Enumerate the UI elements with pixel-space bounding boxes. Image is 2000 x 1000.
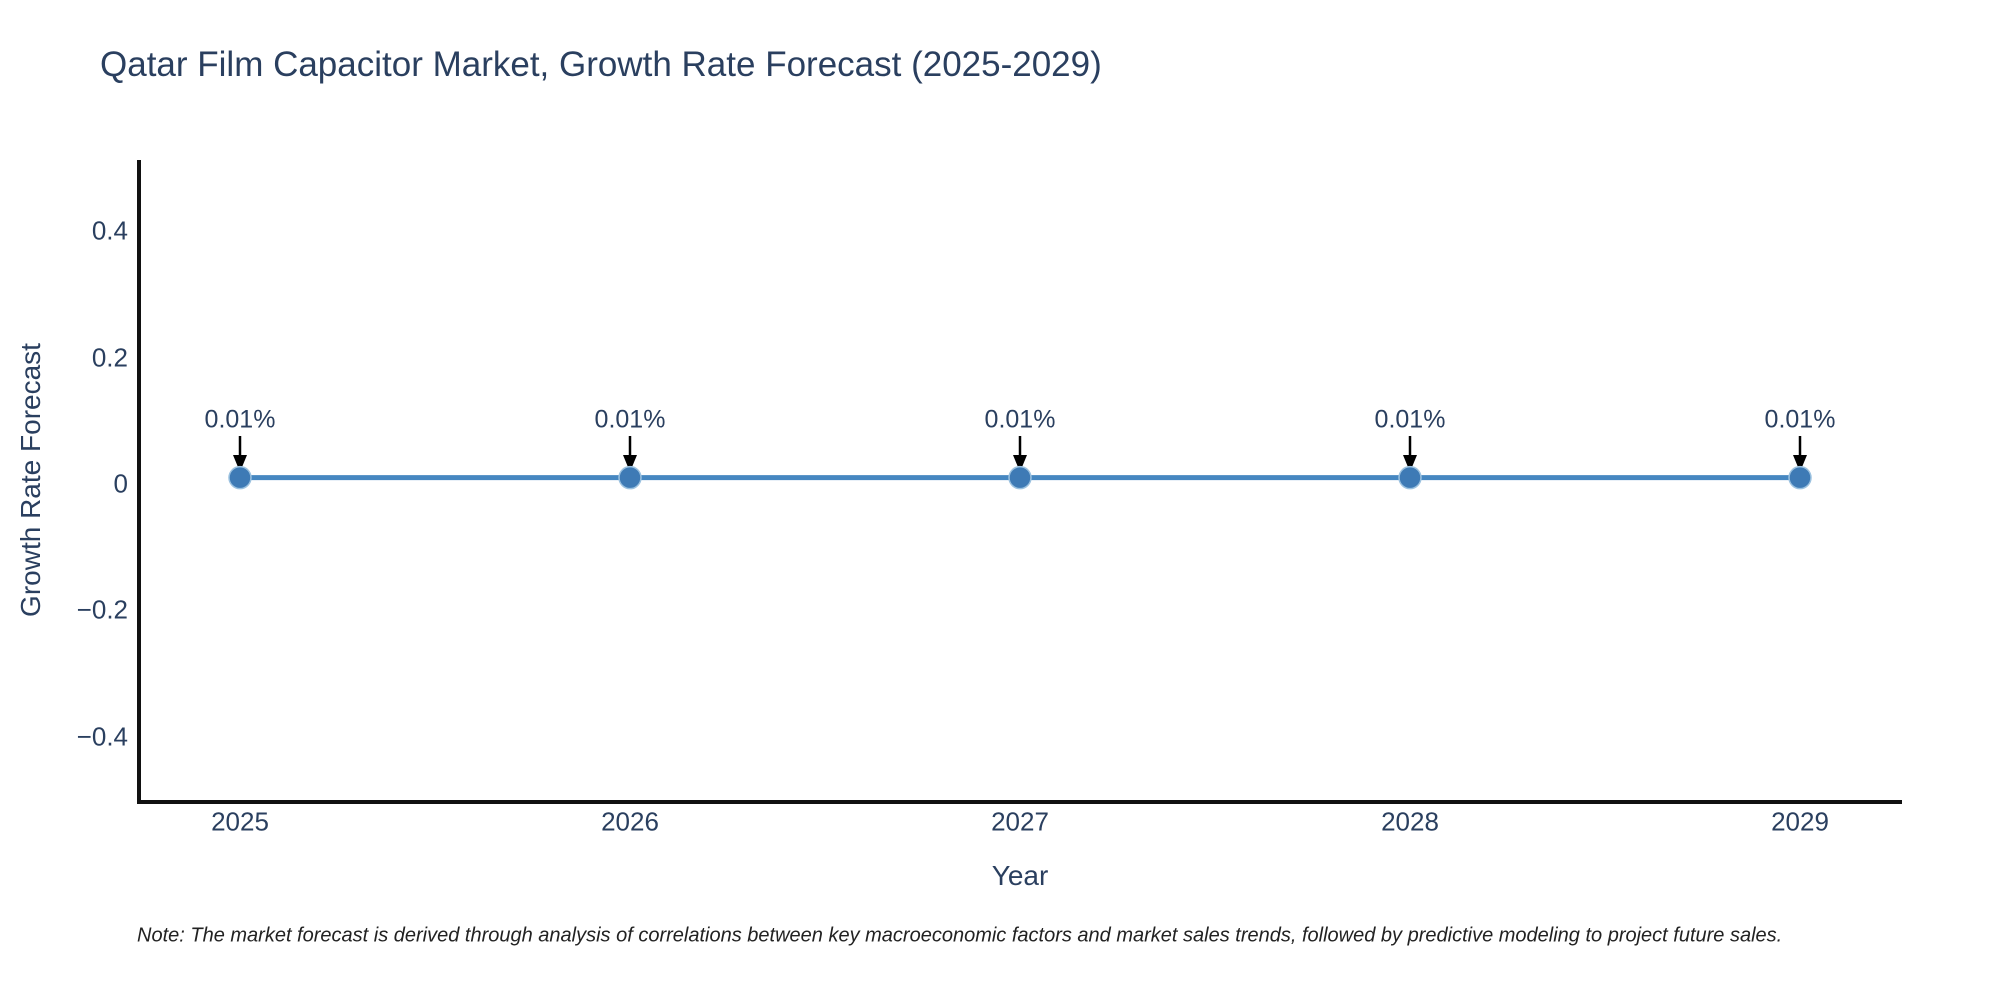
x-axis-title: Year [991,860,1049,891]
data-point-marker [1788,465,1812,490]
x-tick-label: 2026 [601,806,659,837]
annotation-arrowhead-icon [623,455,637,472]
annotation-arrowhead-icon [1013,455,1027,472]
data-point-marker [1398,465,1422,490]
point-annotation-label: 0.01% [1374,405,1446,434]
footnote: Note: The market forecast is derived thr… [137,924,1783,947]
y-tick-label: 0.2 [91,342,128,373]
y-axis-title: Growth Rate Forecast [15,343,46,617]
data-point-marker [228,465,252,490]
x-tick-label: 2029 [1771,806,1829,837]
y-tick-label: −0.4 [76,721,128,752]
x-tick-label: 2025 [211,806,269,837]
x-tick-label: 2027 [991,806,1049,837]
point-annotation-label: 0.01% [594,405,666,434]
annotation-arrowhead-icon [1403,455,1417,472]
data-point-marker [618,465,642,490]
y-tick-label: −0.2 [76,594,128,625]
y-tick-label: 0 [113,468,128,499]
x-tick-label: 2028 [1381,806,1439,837]
annotation-arrowhead-icon [1793,455,1807,472]
point-annotation-label: 0.01% [1764,405,1836,434]
y-tick-label: 0.4 [91,215,128,246]
chart-title: Qatar Film Capacitor Market, Growth Rate… [100,45,1102,84]
annotation-arrowhead-icon [233,455,247,472]
point-annotation-label: 0.01% [984,405,1056,434]
point-annotation-label: 0.01% [204,405,276,434]
data-point-marker [1008,465,1032,490]
